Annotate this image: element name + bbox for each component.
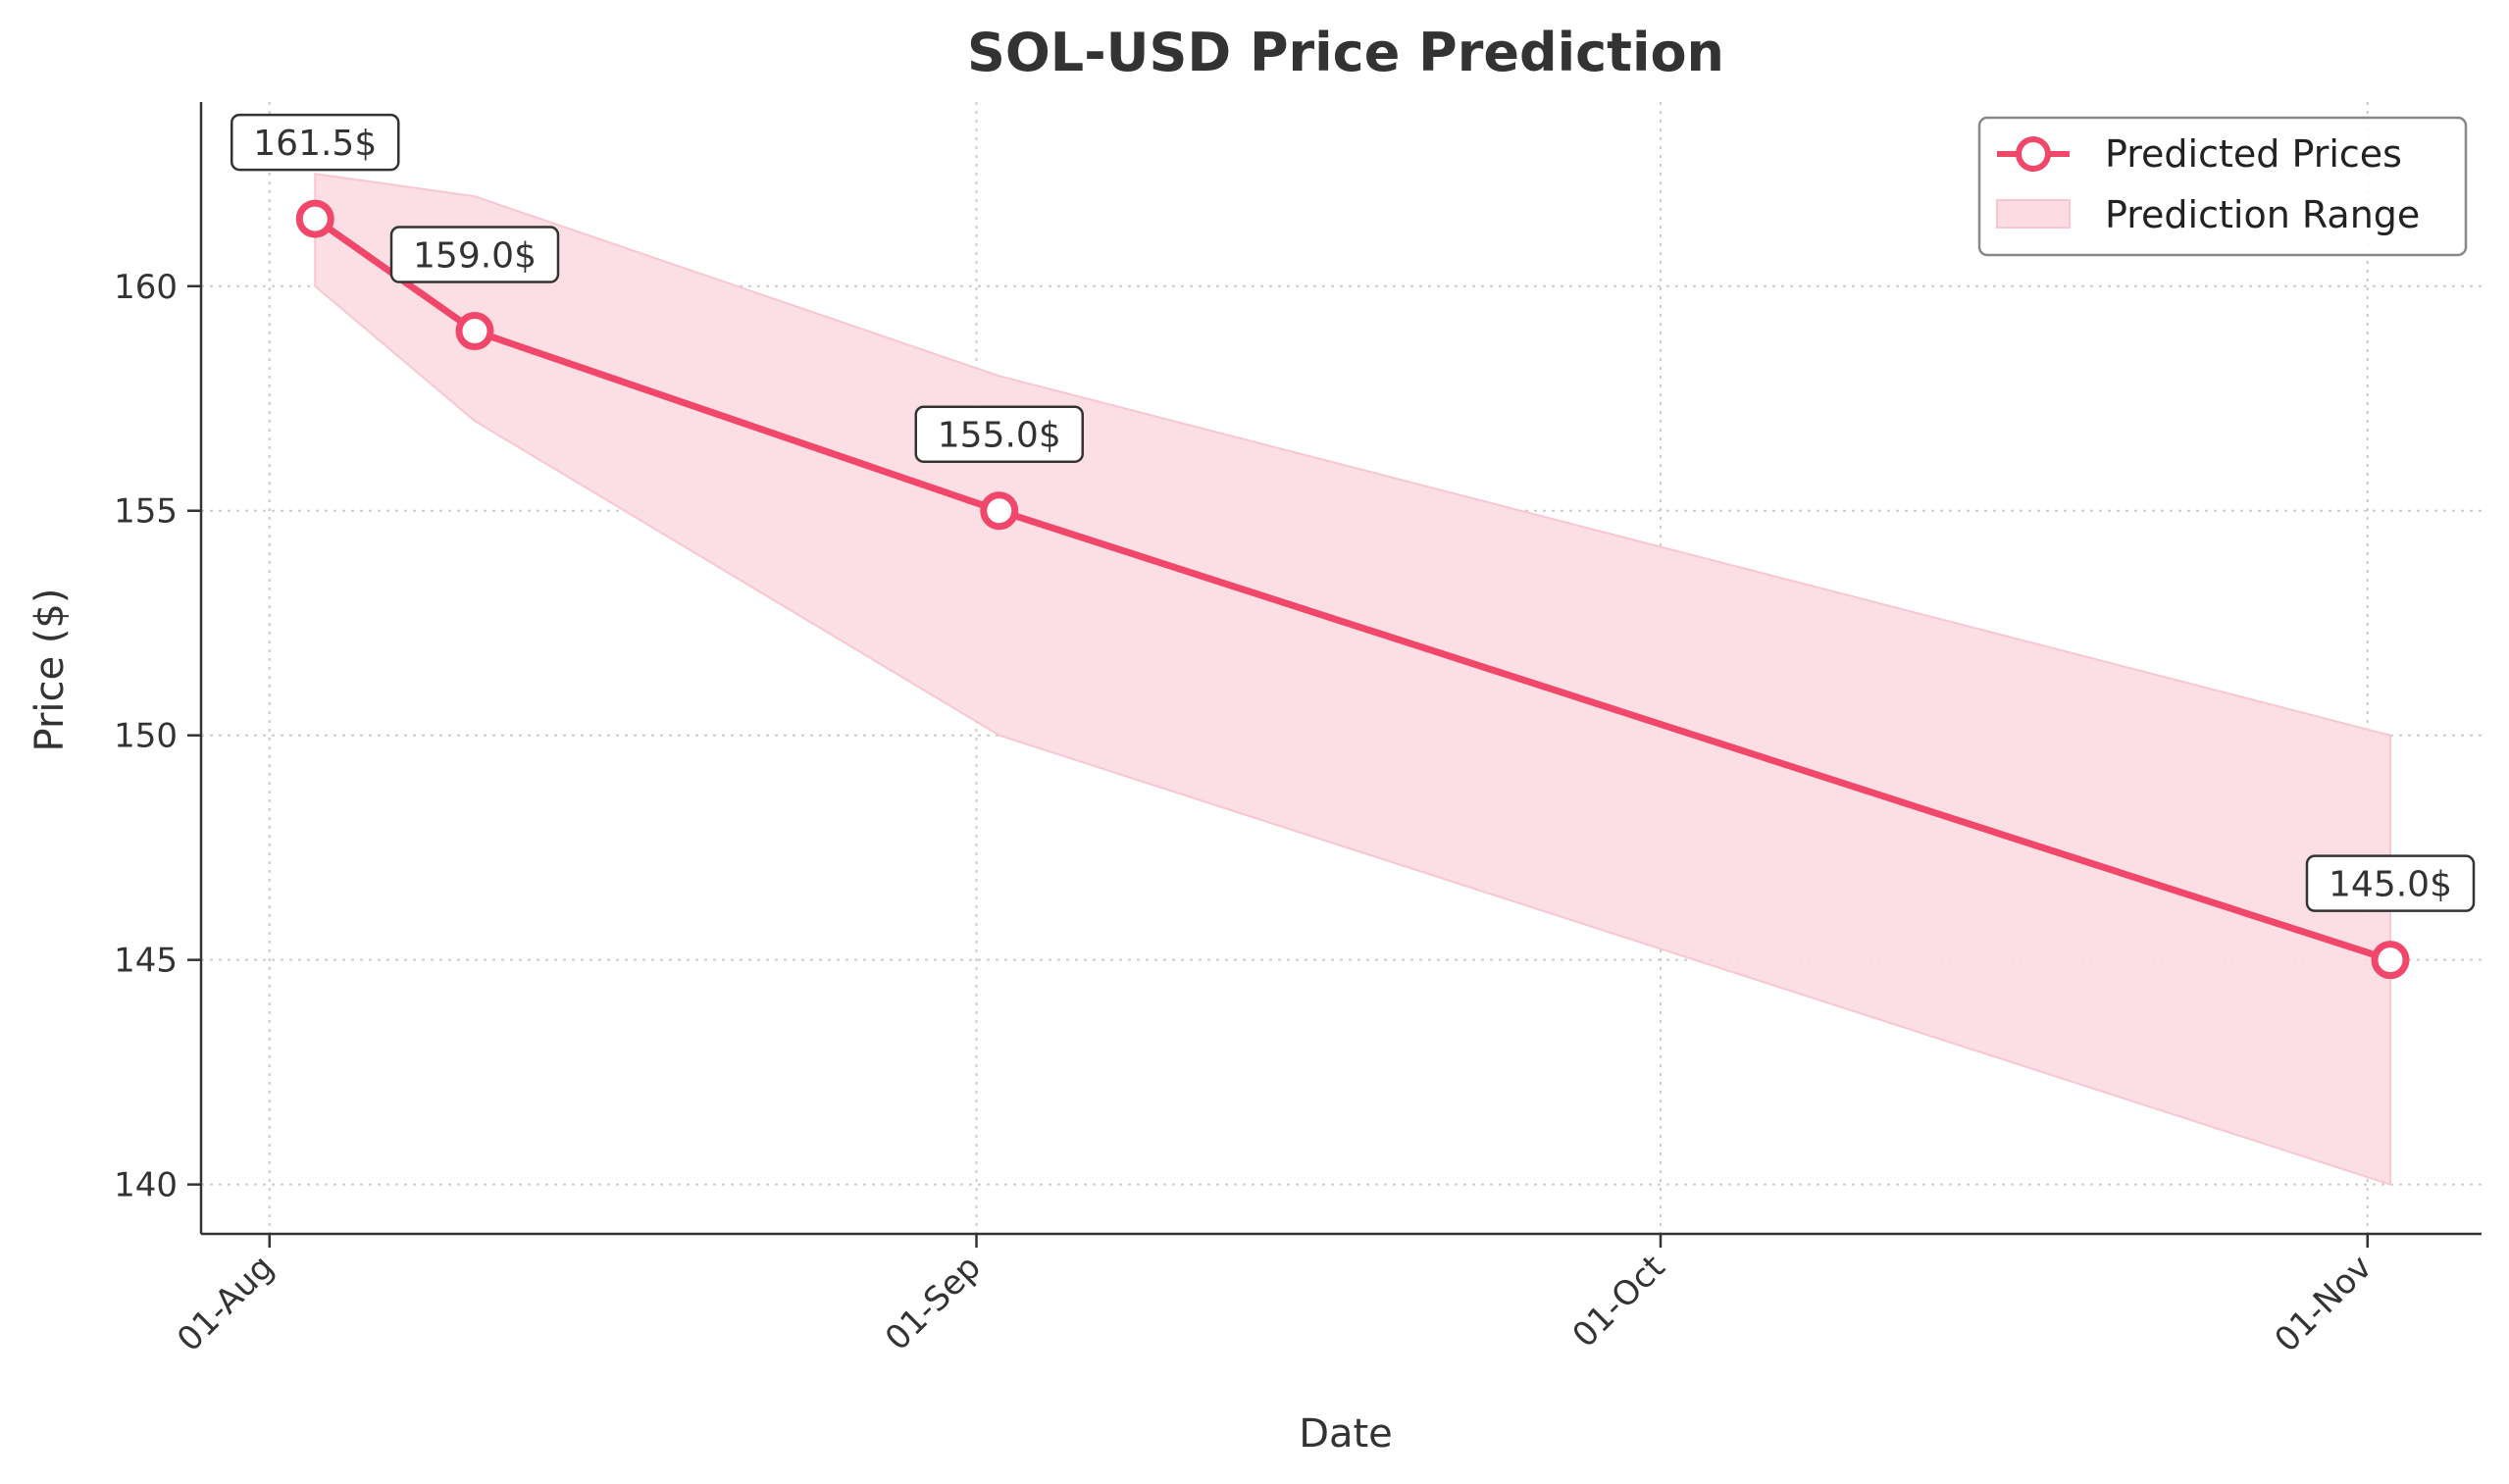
data-label-text-1: 159.0$ bbox=[413, 236, 537, 277]
data-label-1: 159.0$ bbox=[389, 226, 560, 283]
data-label-text-0: 161.5$ bbox=[253, 124, 377, 164]
data-label-0: 161.5$ bbox=[230, 113, 400, 172]
data-label-2: 155.0$ bbox=[914, 405, 1084, 463]
legend-marker-predicted-prices bbox=[2016, 136, 2051, 172]
data-label-box-2 bbox=[914, 405, 1084, 463]
predicted-prices-markers bbox=[295, 199, 2410, 980]
y-tick-label-0: 140 bbox=[114, 1166, 178, 1205]
prediction-range-band bbox=[314, 173, 2391, 1187]
data-label-text-2: 155.0$ bbox=[938, 416, 1061, 456]
data-label-box-1 bbox=[389, 226, 560, 283]
data-label-box-0 bbox=[230, 113, 400, 172]
data-labels: 161.5$ 159.0$ 155.0$ 145.0$ bbox=[230, 113, 2476, 912]
legend-entry-prediction-range: Prediction Range bbox=[2105, 193, 2420, 236]
y-tick-label-3: 155 bbox=[114, 492, 178, 532]
y-axis-label: Price ($) bbox=[27, 588, 73, 752]
data-point-3 bbox=[2371, 941, 2410, 980]
y-tick-label-4: 160 bbox=[114, 268, 178, 307]
chart-title: SOL-USD Price Prediction bbox=[967, 22, 1724, 83]
legend-swatch-prediction-range bbox=[1996, 199, 2071, 229]
axes bbox=[199, 102, 2482, 1236]
data-label-3: 145.0$ bbox=[2305, 854, 2476, 912]
y-tick-label-1: 145 bbox=[114, 942, 178, 981]
data-point-2 bbox=[980, 491, 1019, 531]
legend-box bbox=[1977, 116, 2468, 257]
data-label-text-3: 145.0$ bbox=[2329, 865, 2452, 905]
y-axis-ticks: 140 145 150 155 160 bbox=[114, 268, 201, 1205]
legend: Predicted Prices Prediction Range bbox=[1977, 116, 2468, 257]
data-label-box-3 bbox=[2305, 854, 2476, 912]
legend-entry-predicted-prices: Predicted Prices bbox=[2105, 132, 2402, 176]
data-point-1 bbox=[455, 312, 494, 351]
y-tick-label-2: 150 bbox=[114, 717, 178, 756]
prediction-range-area bbox=[314, 173, 2391, 1187]
x-axis-label: Date bbox=[1299, 1411, 1393, 1457]
data-point-0 bbox=[295, 199, 334, 238]
